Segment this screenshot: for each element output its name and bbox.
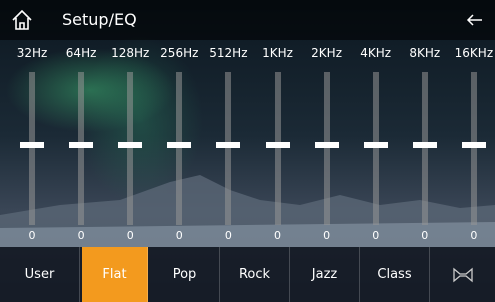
slider-knob[interactable] bbox=[69, 142, 93, 148]
slider-track[interactable] bbox=[225, 72, 231, 225]
back-button[interactable] bbox=[465, 10, 485, 30]
band-label: 2KHz bbox=[302, 46, 352, 60]
band-value: 0 bbox=[361, 229, 391, 242]
slider-track[interactable] bbox=[78, 72, 84, 225]
band-label: 8KHz bbox=[400, 46, 450, 60]
band-value: 0 bbox=[312, 229, 342, 242]
slider-track[interactable] bbox=[127, 72, 133, 225]
band-value: 0 bbox=[459, 229, 489, 242]
band-value: 0 bbox=[17, 229, 47, 242]
slider-track[interactable] bbox=[275, 72, 281, 225]
slider-knob[interactable] bbox=[216, 142, 240, 148]
slider-knob[interactable] bbox=[462, 142, 486, 148]
band-label: 16KHz bbox=[449, 46, 495, 60]
slider-track[interactable] bbox=[471, 72, 477, 225]
slider-knob[interactable] bbox=[20, 142, 44, 148]
band-label: 1KHz bbox=[253, 46, 303, 60]
band-value: 0 bbox=[66, 229, 96, 242]
slider-track[interactable] bbox=[373, 72, 379, 225]
preset-tab[interactable]: User bbox=[0, 247, 80, 302]
preset-tab[interactable]: Rock bbox=[220, 247, 290, 302]
slider-knob[interactable] bbox=[315, 142, 339, 148]
header: Setup/EQ bbox=[0, 0, 495, 40]
band-value: 0 bbox=[263, 229, 293, 242]
home-button[interactable] bbox=[10, 8, 34, 32]
slider-track[interactable] bbox=[422, 72, 428, 225]
preset-tab[interactable]: Pop bbox=[150, 247, 220, 302]
band-value: 0 bbox=[164, 229, 194, 242]
slider-track[interactable] bbox=[29, 72, 35, 225]
slider-knob[interactable] bbox=[167, 142, 191, 148]
slider-knob[interactable] bbox=[413, 142, 437, 148]
slider-knob[interactable] bbox=[364, 142, 388, 148]
band-label: 64Hz bbox=[56, 46, 106, 60]
band-value: 0 bbox=[115, 229, 145, 242]
band-label: 512Hz bbox=[203, 46, 253, 60]
title: Setup/EQ bbox=[62, 10, 137, 29]
slider-knob[interactable] bbox=[266, 142, 290, 148]
eq-screen: Setup/EQ 32Hz 0 64Hz 0 128Hz 0 256Hz 0 512Hz 0 1KH… bbox=[0, 0, 495, 302]
band-label: 128Hz bbox=[105, 46, 155, 60]
slider-track[interactable] bbox=[324, 72, 330, 225]
slider-knob[interactable] bbox=[118, 142, 142, 148]
preset-tab[interactable]: Class bbox=[360, 247, 430, 302]
preset-tab[interactable]: Flat bbox=[82, 247, 148, 302]
band-value: 0 bbox=[213, 229, 243, 242]
preset-tab[interactable]: Jazz bbox=[290, 247, 360, 302]
slider-track[interactable] bbox=[176, 72, 182, 225]
band-label: 32Hz bbox=[7, 46, 57, 60]
band-value: 0 bbox=[410, 229, 440, 242]
band-label: 4KHz bbox=[351, 46, 401, 60]
surround-button[interactable] bbox=[452, 267, 474, 283]
band-label: 256Hz bbox=[154, 46, 204, 60]
